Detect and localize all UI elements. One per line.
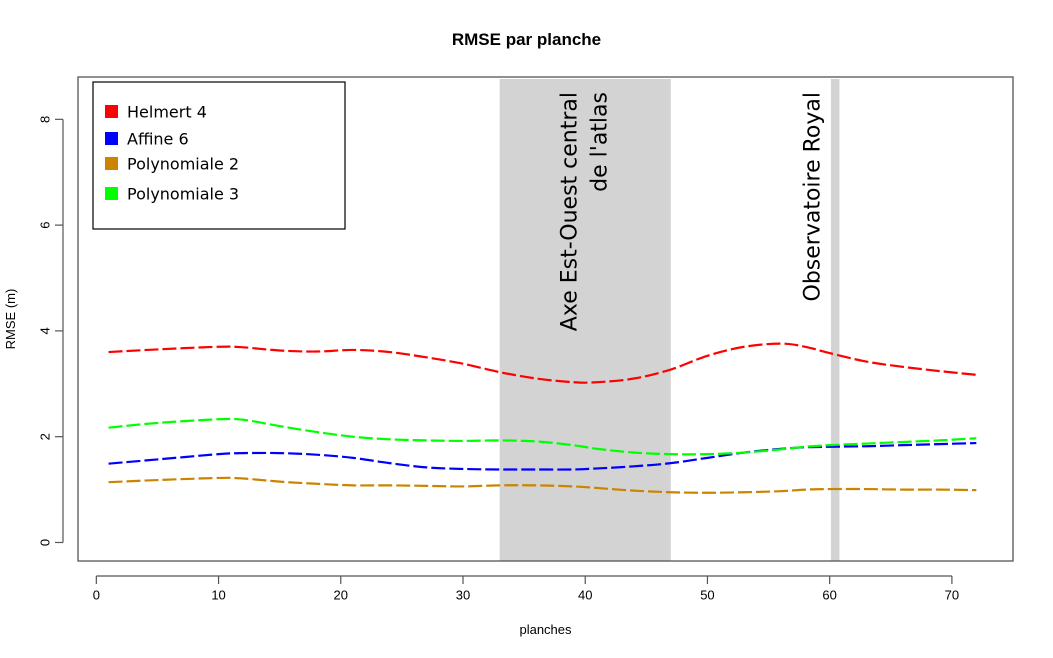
shaded-regions — [499, 79, 840, 561]
legend-swatch — [105, 132, 118, 145]
series-line — [108, 417, 977, 456]
plot-frame — [77, 76, 1014, 562]
x-tick-label: 20 — [334, 588, 348, 603]
legend-label: Helmert 4 — [127, 103, 207, 122]
region-annotation-line: Observatoire Royal — [801, 92, 826, 301]
legend: Helmert 4 Affine 6 Polynomiale 2 Polynomial… — [92, 81, 346, 230]
x-tick-label: 50 — [700, 588, 714, 603]
region-annotation-line: de l'atlas — [588, 92, 613, 192]
x-tick-label: 70 — [945, 588, 959, 603]
series-lines — [108, 342, 977, 494]
region-annotation-line: Axe Est-Ouest central — [558, 92, 583, 331]
x-axis: 0 10 20 30 40 50 60 70 — [93, 575, 959, 603]
legend-swatch — [105, 105, 118, 118]
y-tick-label: 2 — [38, 433, 53, 440]
x-tick-label: 0 — [93, 588, 100, 603]
legend-label: Polynomiale 2 — [127, 155, 239, 174]
x-axis-title: planches — [519, 622, 572, 637]
legend-box — [92, 81, 346, 230]
y-tick-label: 0 — [38, 539, 53, 546]
legend-label: Polynomiale 3 — [127, 185, 239, 204]
series-line — [108, 441, 977, 471]
y-axis-title: RMSE (m) — [3, 289, 18, 350]
region-annotations: Axe Est-Ouest central de l'atlas Observato… — [558, 92, 826, 331]
x-tick-label: 30 — [456, 588, 470, 603]
x-tick-label: 60 — [822, 588, 836, 603]
x-tick-label: 40 — [578, 588, 592, 603]
y-tick-label: 4 — [38, 327, 53, 334]
shaded-region — [830, 79, 840, 561]
y-tick-label: 6 — [38, 221, 53, 228]
legend-label: Affine 6 — [127, 130, 189, 149]
legend-swatch — [105, 187, 118, 200]
series-line — [108, 342, 977, 384]
chart-title: RMSE par planche — [451, 30, 602, 49]
shaded-region — [499, 79, 671, 561]
y-axis: 0 2 4 6 8 — [38, 116, 64, 546]
series-line — [108, 476, 977, 494]
x-tick-label: 10 — [211, 588, 225, 603]
legend-swatch — [105, 157, 118, 170]
y-tick-label: 8 — [38, 116, 53, 123]
